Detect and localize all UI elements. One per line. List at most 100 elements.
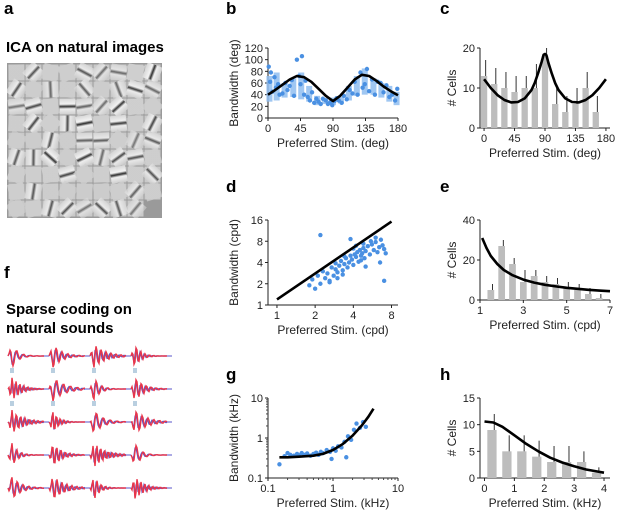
mosaic-tile-pattern bbox=[57, 62, 78, 83]
mosaic-tile-pattern bbox=[91, 79, 112, 100]
histogram-bar bbox=[531, 88, 538, 128]
y-axis-label: # Cells bbox=[445, 242, 459, 279]
data-point bbox=[364, 66, 370, 72]
mosaic-tile-pattern bbox=[57, 164, 78, 185]
x-tick-label: 7 bbox=[607, 305, 613, 317]
panel-letter-b: b bbox=[226, 0, 236, 18]
mosaic-tile-pattern bbox=[7, 182, 26, 201]
waveform-red bbox=[89, 346, 127, 368]
mosaic-tile-pattern bbox=[73, 78, 96, 101]
mosaic-tile-pattern bbox=[6, 164, 27, 185]
waveform-red bbox=[48, 412, 86, 430]
data-point bbox=[318, 232, 323, 238]
mosaic-tile-pattern bbox=[5, 129, 28, 152]
mosaic-tile-pattern bbox=[91, 147, 112, 168]
mosaic-tile-pattern bbox=[108, 198, 129, 219]
onset-marker bbox=[133, 401, 137, 406]
histogram-bar bbox=[592, 112, 599, 128]
y-axis-label: Bandwidth (deg) bbox=[227, 39, 241, 126]
data-point bbox=[383, 251, 388, 256]
chart-h-cells-sound-frequency: 0 1 2 3 4 0 5 10 15 Preferred Stim. (kHz) # Cells bbox=[445, 393, 610, 510]
data-point bbox=[287, 83, 292, 89]
waveform-red bbox=[48, 446, 86, 464]
data-point bbox=[268, 70, 274, 75]
mosaic-mask bbox=[0, 218, 175, 226]
x-tick-label: 0 bbox=[481, 483, 487, 495]
data-point bbox=[354, 421, 359, 426]
mosaic-tile-pattern bbox=[40, 62, 61, 83]
y-tick-label: 2 bbox=[257, 279, 263, 291]
mosaic-tile-pattern bbox=[125, 113, 146, 134]
mosaic-tile-pattern bbox=[59, 98, 76, 115]
data-point bbox=[357, 247, 363, 253]
mosaic-tile-pattern bbox=[75, 114, 94, 133]
data-point bbox=[371, 247, 376, 253]
mosaic-tile-pattern bbox=[90, 61, 113, 84]
mosaic-tile-pattern bbox=[5, 78, 28, 101]
histogram-bar bbox=[491, 84, 498, 128]
y-tick-label: 20 bbox=[251, 101, 263, 113]
panel-letter-e: e bbox=[440, 177, 449, 196]
y-tick-label: 1 bbox=[257, 433, 263, 445]
y-tick-label: 10 bbox=[463, 83, 475, 95]
mosaic-tile-pattern bbox=[142, 147, 163, 168]
data-point bbox=[329, 456, 334, 462]
waveform-red bbox=[48, 478, 86, 498]
histogram-bar bbox=[541, 56, 549, 128]
mosaic-tile-pattern bbox=[93, 166, 110, 183]
data-point bbox=[298, 81, 303, 87]
data-point bbox=[267, 79, 273, 85]
mosaic-tile-pattern bbox=[40, 198, 61, 219]
waveform-red bbox=[130, 345, 168, 368]
histogram-bar bbox=[562, 462, 572, 478]
data-point bbox=[367, 252, 373, 257]
x-tick-label: 90 bbox=[327, 123, 339, 135]
panel-letter-d: d bbox=[226, 177, 236, 196]
histogram-bar bbox=[530, 276, 538, 300]
data-point bbox=[340, 272, 345, 277]
data-point bbox=[335, 270, 340, 275]
y-axis-label: # Cells bbox=[445, 70, 459, 107]
mosaic-tile-pattern bbox=[39, 146, 62, 169]
data-point bbox=[307, 98, 313, 103]
onset-marker bbox=[51, 401, 55, 406]
data-point bbox=[375, 249, 380, 255]
ica-heading: ICA on natural images bbox=[6, 39, 164, 56]
y-tick-label: 5 bbox=[469, 446, 475, 458]
bandwidth-range-bar bbox=[345, 85, 352, 101]
data-point bbox=[377, 244, 382, 250]
data-point bbox=[322, 275, 328, 281]
y-tick-label: 40 bbox=[463, 215, 475, 227]
histogram-bar bbox=[502, 451, 512, 478]
mosaic-tile-pattern bbox=[22, 78, 45, 101]
waveform-red bbox=[130, 409, 168, 433]
data-point bbox=[325, 271, 330, 276]
x-tick-label: 0.1 bbox=[260, 483, 275, 495]
data-point bbox=[381, 278, 387, 284]
data-point bbox=[351, 427, 357, 433]
y-tick-label: 0 bbox=[469, 123, 475, 135]
x-tick-label: 5 bbox=[564, 305, 570, 317]
data-point bbox=[347, 87, 352, 93]
waveform-red bbox=[7, 348, 44, 369]
mosaic-tile-pattern bbox=[73, 61, 96, 84]
x-tick-label: 135 bbox=[356, 123, 374, 135]
sparse-heading-line2: natural sounds bbox=[6, 320, 114, 337]
chart-c-cells-orientation: 0 45 90 135 180 0 10 20 Preferred Stim. (deg) # C… bbox=[445, 43, 615, 160]
data-point bbox=[309, 90, 315, 95]
histogram-bar bbox=[552, 284, 560, 300]
data-point bbox=[353, 254, 359, 260]
waveform-red bbox=[48, 347, 86, 368]
x-tick-label: 3 bbox=[520, 305, 526, 317]
waveform-red bbox=[130, 377, 168, 399]
onset-marker bbox=[92, 368, 96, 373]
panel-letter-a: a bbox=[4, 0, 14, 18]
fit-curve bbox=[279, 408, 375, 459]
mosaic-tile-pattern bbox=[107, 95, 130, 118]
x-axis-label: Preferred Stim. (deg) bbox=[277, 136, 389, 150]
bandwidth-range-bar bbox=[281, 83, 288, 98]
waveform-red bbox=[48, 380, 85, 402]
mosaic-tile-pattern bbox=[124, 129, 147, 152]
mosaic-tile-pattern bbox=[7, 114, 26, 133]
